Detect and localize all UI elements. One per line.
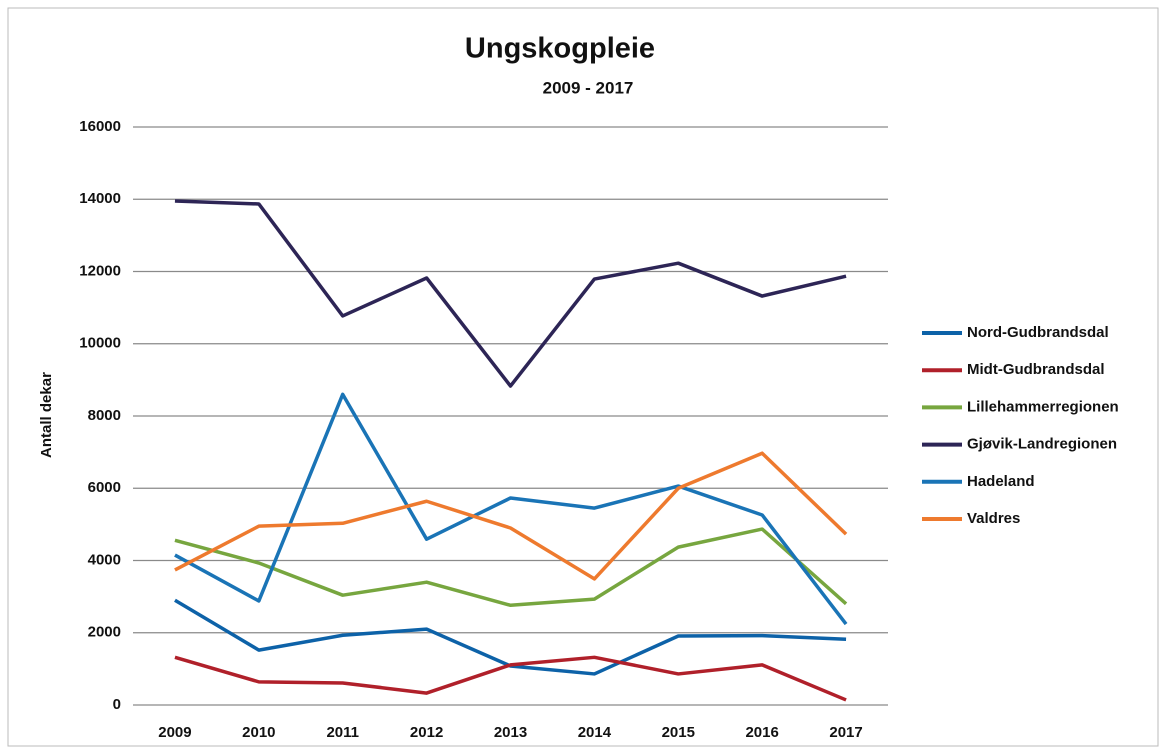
- legend-label: Valdres: [967, 510, 1020, 527]
- chart-frame: [7, 7, 1159, 747]
- y-axis-label: Antall dekar: [38, 372, 55, 458]
- x-tick-label: 2014: [578, 724, 612, 741]
- y-tick-label: 0: [113, 696, 121, 713]
- y-tick-label: 8000: [88, 407, 121, 424]
- chart-subtitle: 2009 - 2017: [543, 78, 634, 97]
- series-line: [174, 199, 847, 388]
- legend-label: Lillehammerregionen: [967, 398, 1119, 415]
- series-line: [174, 598, 847, 676]
- x-tick-label: 2012: [410, 724, 443, 741]
- x-tick-label: 2016: [745, 724, 778, 741]
- legend-label: Gjøvik-Landregionen: [967, 436, 1117, 453]
- x-tick-label: 2009: [158, 724, 191, 741]
- x-tick-label: 2010: [242, 724, 275, 741]
- legend-label: Nord-Gudbrandsdal: [967, 324, 1109, 341]
- series-line: [174, 451, 848, 581]
- x-tick-label: 2011: [326, 724, 359, 741]
- y-tick-label: 4000: [88, 551, 121, 568]
- legend-label: Hadeland: [967, 473, 1035, 490]
- chart-title: Ungskogpleie: [465, 33, 655, 65]
- x-tick-label: 2015: [662, 724, 695, 741]
- legend-label: Midt-Gudbrandsdal: [967, 361, 1105, 378]
- y-tick-label: 14000: [79, 190, 121, 207]
- y-tick-label: 16000: [79, 118, 121, 135]
- y-tick-label: 12000: [79, 262, 121, 279]
- y-tick-label: 6000: [88, 479, 121, 496]
- y-tick-label: 2000: [88, 624, 121, 641]
- y-tick-label: 10000: [79, 335, 121, 352]
- series-line: [174, 655, 847, 702]
- x-tick-label: 2017: [829, 724, 862, 741]
- series-line: [174, 527, 848, 608]
- series-line: [174, 392, 848, 626]
- x-tick-label: 2013: [494, 724, 527, 741]
